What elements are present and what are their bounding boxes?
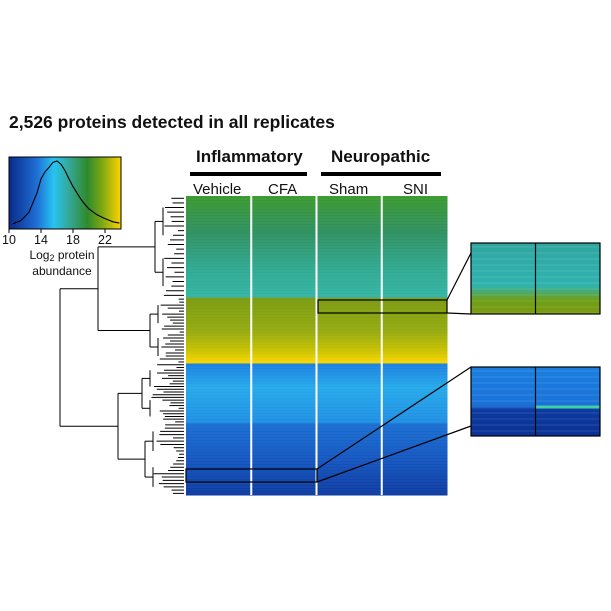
inset-frame [470,366,601,437]
color-scale-ticks [8,229,106,233]
heatmap-cell [381,423,448,496]
heatmap-cell [186,297,252,364]
selection-box [317,299,448,314]
heatmap-cell [251,363,317,424]
heatmap-cell [316,196,383,299]
heatmap-cell [381,297,448,364]
scale-tick-label: 10 [2,233,16,247]
group-label-inflammatory: Inflammatory [196,147,303,166]
heatmap-body [185,195,448,496]
heatmap-cell [381,196,448,299]
connector-line [316,425,472,483]
heatmap-cell [251,297,317,364]
heatmap-cell [251,423,317,496]
column-label-sham: Sham [329,181,369,198]
heatmap-cell [381,363,448,424]
column-label-cfa: CFA [268,181,298,198]
color-scale-label: Log2 protein abundance [29,248,95,278]
chart-title: 2,526 proteins detected in all replicate… [9,112,335,132]
heatmap-cell [316,423,383,496]
heatmap-cell [186,196,252,299]
scale-tick-label: 18 [66,233,80,247]
column-label-vehicle: Vehicle [193,181,242,198]
heatmap-cell [186,363,252,424]
heatmap-cell [316,363,383,424]
color-scale-histogram [12,160,120,225]
column-label-sni: SNI [403,181,429,198]
heatmap-cell [186,423,252,496]
connector-line [316,366,472,470]
connector-line [446,252,472,301]
group-label-neuropathic: Neuropathic [331,147,431,166]
inset-frame [470,242,601,315]
zoom-insets [316,242,601,483]
scale-tick-label: 14 [34,233,48,247]
selection-box [185,468,318,483]
connector-line [446,312,472,315]
heatmap-cell [251,196,317,299]
heatmap-cell [316,297,383,364]
dendrogram [59,197,184,494]
scale-tick-label: 22 [98,233,112,247]
